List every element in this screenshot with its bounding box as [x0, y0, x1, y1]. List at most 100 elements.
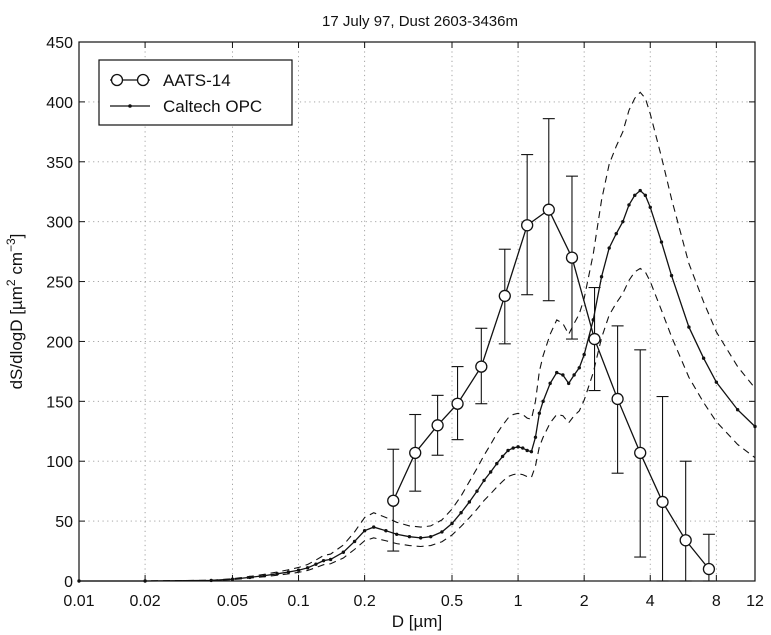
opc-uncertainty-bound-line — [79, 91, 756, 582]
caltech-opc-point — [328, 557, 333, 562]
caltech-opc-point — [521, 446, 525, 450]
caltech-opc-point — [735, 408, 740, 412]
caltech-opc-point — [577, 366, 581, 370]
caltech-opc-point — [633, 193, 637, 198]
caltech-opc-point — [506, 448, 510, 453]
grid-lines — [79, 42, 755, 581]
aats-14-point — [451, 397, 464, 410]
aats-14-point — [521, 219, 534, 232]
caltech-opc-point — [500, 454, 505, 459]
caltech-opc-point — [548, 381, 552, 386]
caltech-opc-point — [262, 573, 267, 578]
caltech-opc-point — [638, 188, 642, 193]
x-tick-label: 0.02 — [130, 593, 161, 610]
legend-entry-aats-14: AATS-14 — [110, 71, 231, 90]
caltech-opc-line — [79, 189, 756, 582]
x-tick-label: 0.1 — [287, 593, 309, 610]
y-tick-label: 150 — [46, 394, 73, 411]
aats-14-point — [588, 332, 601, 346]
caltech-opc-point — [488, 470, 493, 474]
x-tick-label: 2 — [580, 593, 589, 610]
y-axis-label: dS/dlogD [µm2 cm−3] — [4, 234, 26, 390]
chart-title: 17 July 97, Dust 2603-3436m — [322, 13, 518, 30]
caltech-opc-point — [384, 528, 388, 533]
caltech-opc-point — [467, 500, 472, 504]
caltech-opc-point — [482, 478, 486, 483]
y-tick-label: 200 — [46, 334, 73, 351]
y-label-post: ] — [7, 234, 26, 239]
aats-14-point — [565, 251, 579, 264]
caltech-opc-point — [275, 572, 279, 576]
caltech-opc-point — [362, 528, 367, 533]
caltech-opc-point — [607, 246, 611, 250]
aats-14-point — [498, 289, 511, 303]
aats-14-point — [702, 562, 716, 576]
caltech-opc-point — [440, 530, 444, 534]
legend-entry-caltech-opc: Caltech OPC — [110, 97, 262, 116]
x-tick-label: 0.2 — [354, 593, 376, 610]
y-label-pre: dS/dlogD [µm — [7, 286, 26, 389]
legend-box — [98, 59, 293, 126]
caltech-opc-point — [648, 205, 652, 209]
y-tick-label: 250 — [46, 275, 73, 292]
y-label-mid: cm — [7, 252, 26, 279]
aats-14-point — [542, 203, 555, 216]
caltech-opc-point — [582, 352, 586, 357]
plot-series — [77, 91, 757, 583]
caltech-opc-point — [429, 534, 433, 539]
aats-14-point — [409, 446, 422, 459]
aats-14-point — [475, 360, 488, 373]
caltech-opc-point — [555, 370, 559, 375]
caltech-opc-point — [529, 449, 534, 454]
caltech-opc-point — [395, 532, 399, 536]
caltech-opc-point — [230, 577, 235, 581]
caltech-opc-point — [286, 570, 291, 574]
y-tick-label: 0 — [64, 574, 73, 591]
aats-14-point — [431, 419, 444, 432]
y-tick-label: 50 — [55, 514, 73, 531]
caltech-opc-point — [459, 511, 463, 515]
caltech-opc-point — [643, 193, 648, 198]
x-tick-label: 12 — [746, 593, 764, 610]
y-tick-label: 100 — [46, 454, 73, 471]
caltech-opc-point — [352, 539, 357, 544]
aats-14-point — [656, 495, 669, 509]
caltech-opc-point — [418, 536, 423, 540]
caltech-opc-point — [701, 356, 706, 360]
caltech-opc-point — [516, 445, 520, 449]
legend: AATS-14 Caltech OPC — [98, 59, 293, 126]
caltech-opc-point — [321, 558, 326, 563]
caltech-opc-point — [475, 489, 479, 493]
caltech-opc-point — [687, 325, 691, 329]
x-tick-label: 0.05 — [217, 593, 248, 610]
caltech-opc-point — [561, 373, 565, 377]
aats-14-point — [679, 534, 692, 547]
legend-caltech-opc-marker — [128, 104, 132, 108]
aats-14-point — [634, 446, 647, 459]
caltech-opc-point — [572, 373, 576, 377]
x-axis-label: D [µm] — [392, 612, 442, 631]
caltech-opc-point — [511, 446, 515, 450]
caltech-opc-point — [566, 381, 571, 386]
caltech-opc-point — [669, 273, 674, 278]
legend-aats-14-marker — [110, 73, 124, 87]
y-label-sup1: 2 — [4, 279, 18, 286]
y-tick-label: 400 — [46, 95, 73, 112]
legend-caltech-opc-label: Caltech OPC — [163, 97, 262, 116]
x-tick-label: 0.01 — [63, 593, 94, 610]
caltech-opc-point — [450, 521, 454, 526]
legend-aats-14-marker — [136, 73, 150, 87]
caltech-opc-point — [533, 435, 538, 439]
caltech-opc-point — [341, 550, 346, 554]
caltech-opc-point — [296, 568, 301, 572]
axis-ticks: 0.01 0.02 0.05 0.1 0.2 0.5 1 2 4 8 120501001502002… — [46, 35, 764, 610]
caltech-opc-point — [627, 203, 631, 207]
caltech-opc-point — [305, 566, 310, 570]
caltech-opc-point — [614, 231, 618, 236]
caltech-opc-point — [372, 525, 376, 529]
plot-frame — [78, 41, 756, 582]
x-tick-label: 0.5 — [441, 593, 463, 610]
x-tick-label: 8 — [712, 593, 721, 610]
caltech-opc-point — [659, 240, 664, 244]
